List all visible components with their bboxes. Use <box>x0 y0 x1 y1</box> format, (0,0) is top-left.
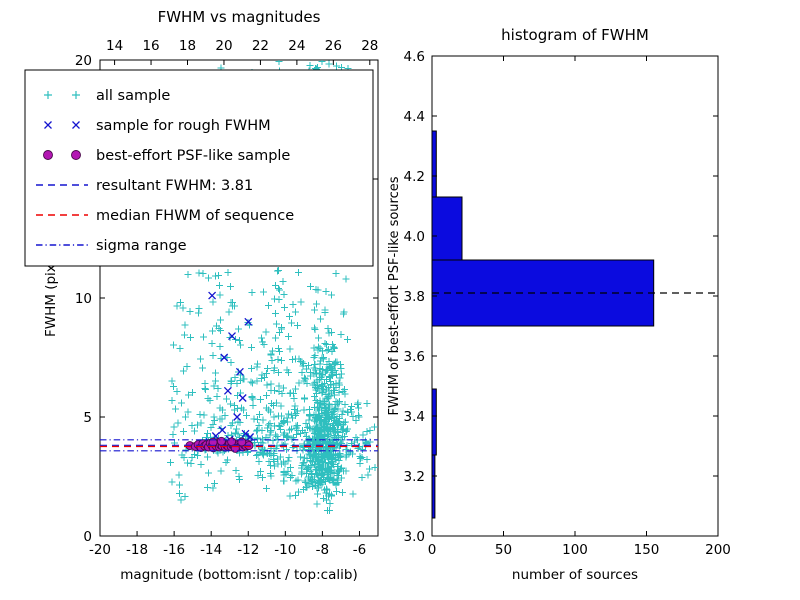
left-top-tick-label: 26 <box>325 38 342 54</box>
right-plot-title: histogram of FWHM <box>501 26 649 44</box>
histogram-bar <box>431 388 437 456</box>
legend-label-4: median FHWM of sequence <box>96 208 294 224</box>
right-x-tick-label: 150 <box>634 542 660 558</box>
legend-label-2: best-effort PSF-like sample <box>96 148 290 164</box>
right-y-tick-label: 4.0 <box>404 229 425 245</box>
legend-plus-icon <box>44 91 52 99</box>
right-y-tick-label: 3.0 <box>404 529 425 545</box>
left-x-tick-label: -14 <box>200 542 222 558</box>
right-y-tick-label: 3.8 <box>404 289 425 305</box>
histogram-bar <box>431 196 463 261</box>
right-plot-ylabel: FWHM of best-effort PSF-like sources <box>387 176 402 415</box>
right-y-tick-label: 3.6 <box>404 349 425 365</box>
left-top-tick-label: 28 <box>361 38 378 54</box>
legend-label-3: resultant FWHM: 3.81 <box>96 178 253 194</box>
legend-box <box>24 69 374 267</box>
left-plot-xlabel: magnitude (bottom:isnt / top:calib) <box>120 567 357 583</box>
left-top-tick-label: 24 <box>288 38 305 54</box>
legend-label-1: sample for rough FWHM <box>96 118 271 134</box>
right-y-tick-label: 4.2 <box>404 169 425 185</box>
legend-circle-icon <box>71 150 81 160</box>
left-x-tick-label: -12 <box>237 542 259 558</box>
left-top-tick-label: 14 <box>106 38 123 54</box>
legend-label-0: all sample <box>96 88 170 104</box>
legend-circle-icon <box>43 150 53 160</box>
left-y-tick-label: 5 <box>83 410 92 426</box>
left-x-tick-label: -10 <box>274 542 296 558</box>
left-x-tick-label: -20 <box>89 542 111 558</box>
histogram-bar <box>431 130 437 198</box>
right-x-tick-label: 50 <box>495 542 512 558</box>
right-x-tick-label: 0 <box>428 542 437 558</box>
right-y-tick-label: 3.2 <box>404 469 425 485</box>
right-y-tick-label: 3.4 <box>404 409 425 425</box>
left-x-tick-label: -6 <box>353 542 366 558</box>
right-y-tick-label: 4.6 <box>404 49 425 65</box>
right-x-tick-label: 100 <box>562 542 588 558</box>
left-top-tick-label: 18 <box>179 38 196 54</box>
legend-label-5: sigma range <box>96 238 187 254</box>
left-y-tick-label: 20 <box>75 53 92 69</box>
legend-x-icon <box>72 121 80 129</box>
legend-x-icon <box>44 121 52 129</box>
left-top-tick-label: 20 <box>215 38 232 54</box>
left-plot-ylabel: FWHM (pix) <box>43 259 59 337</box>
left-top-tick-label: 22 <box>252 38 269 54</box>
right-x-tick-label: 200 <box>705 542 731 558</box>
left-x-tick-label: -8 <box>316 542 329 558</box>
left-top-tick-label: 16 <box>142 38 159 54</box>
legend-plus-icon <box>72 91 80 99</box>
right-plot-xlabel: number of sources <box>512 567 638 583</box>
left-y-tick-label: 0 <box>83 529 92 545</box>
psf-sample-point <box>216 436 226 446</box>
right-y-tick-label: 4.4 <box>404 109 425 125</box>
all-sample-points <box>167 60 378 514</box>
left-x-tick-label: -16 <box>163 542 185 558</box>
histogram-bar <box>431 454 436 519</box>
left-x-tick-label: -18 <box>126 542 148 558</box>
left-plot-title: FWHM vs magnitudes <box>158 8 321 26</box>
left-y-tick-label: 10 <box>75 291 92 307</box>
